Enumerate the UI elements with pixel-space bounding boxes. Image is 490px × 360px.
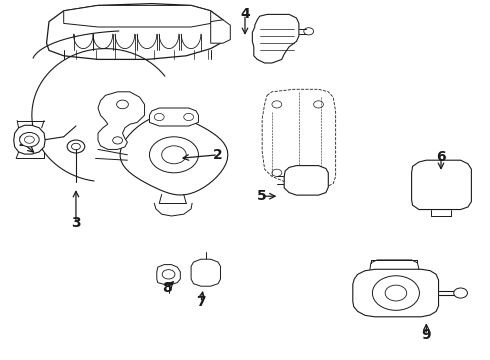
Circle shape: [113, 137, 122, 144]
Text: 7: 7: [196, 296, 206, 309]
Polygon shape: [149, 108, 198, 126]
Text: 3: 3: [71, 216, 81, 230]
Polygon shape: [64, 5, 211, 27]
Circle shape: [20, 132, 39, 147]
Text: 4: 4: [240, 8, 250, 21]
Polygon shape: [284, 166, 328, 195]
Circle shape: [184, 113, 194, 121]
Text: 8: 8: [162, 281, 172, 295]
Circle shape: [272, 169, 282, 176]
Polygon shape: [47, 4, 225, 59]
Polygon shape: [14, 125, 45, 154]
Text: 2: 2: [213, 148, 223, 162]
Circle shape: [314, 169, 323, 176]
Polygon shape: [211, 20, 230, 43]
Circle shape: [454, 288, 467, 298]
Circle shape: [162, 270, 175, 279]
Circle shape: [117, 100, 128, 109]
Text: 5: 5: [257, 189, 267, 203]
Polygon shape: [120, 114, 228, 195]
Text: 1: 1: [17, 135, 27, 149]
Polygon shape: [191, 259, 220, 286]
Circle shape: [149, 137, 198, 173]
Polygon shape: [353, 269, 439, 317]
Polygon shape: [98, 92, 145, 149]
Text: 6: 6: [436, 150, 446, 163]
Polygon shape: [252, 14, 299, 63]
Polygon shape: [412, 160, 471, 210]
Polygon shape: [157, 265, 180, 284]
Circle shape: [314, 101, 323, 108]
Polygon shape: [262, 89, 336, 189]
Text: 9: 9: [421, 328, 431, 342]
Circle shape: [372, 276, 419, 310]
Circle shape: [154, 113, 164, 121]
Circle shape: [272, 101, 282, 108]
